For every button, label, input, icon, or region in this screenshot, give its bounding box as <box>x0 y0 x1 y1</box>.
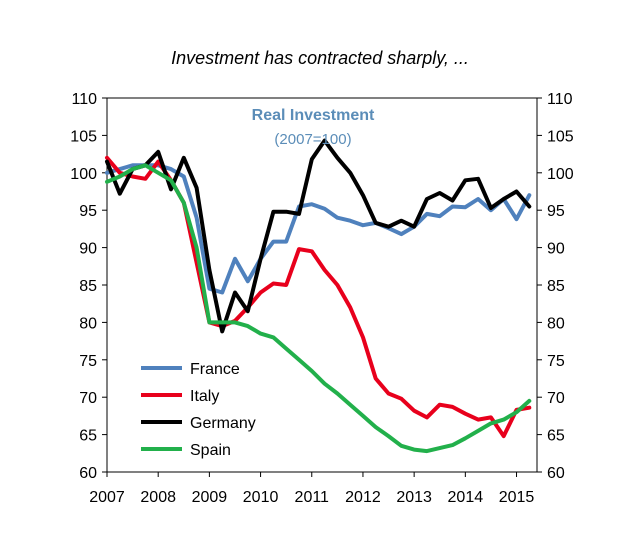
y-axis-left: 60 65 70 75 80 85 90 95 100 105 110 <box>70 91 107 482</box>
y-tick-label-right: 110 <box>547 91 573 108</box>
x-tick-label: 2015 <box>499 489 535 506</box>
x-tick-label: 2009 <box>192 489 228 506</box>
y-tick-label-left: 100 <box>70 166 97 183</box>
series-line-germany <box>105 138 532 334</box>
annotation-subtitle: (2007=100) <box>274 131 351 148</box>
y-tick-label-right: 100 <box>547 166 574 183</box>
x-tick-label: 2013 <box>396 489 432 506</box>
legend: France Italy Germany Spain <box>141 361 256 459</box>
x-tick-label: 2007 <box>89 489 125 506</box>
y-tick-label-right: 80 <box>547 315 565 332</box>
y-tick-label-left: 95 <box>79 203 97 220</box>
chart-title: Investment has contracted sharply, ... <box>171 48 469 68</box>
x-axis: 2007 2008 2009 2010 2011 2012 2013 2014 2015 <box>89 472 534 506</box>
y-tick-label-right: 60 <box>547 465 565 482</box>
legend-label-france: France <box>190 361 240 378</box>
y-tick-label-right: 75 <box>547 353 565 370</box>
x-tick-label: 2008 <box>140 489 176 506</box>
y-tick-label-right: 95 <box>547 203 565 220</box>
x-tick-label: 2010 <box>243 489 279 506</box>
y-tick-label-left: 85 <box>79 278 97 295</box>
y-tick-label-left: 65 <box>79 428 97 445</box>
y-tick-label-left: 60 <box>79 465 97 482</box>
y-tick-label-right: 90 <box>547 241 565 258</box>
series-line-spain <box>105 163 532 454</box>
y-tick-label-left: 90 <box>79 241 97 258</box>
y-axis-right: 60 65 70 75 80 85 90 95 100 105 110 <box>537 91 574 482</box>
y-tick-label-right: 105 <box>547 128 574 145</box>
x-tick-label: 2011 <box>295 489 330 506</box>
y-tick-label-right: 65 <box>547 428 565 445</box>
annotation-title: Real Investment <box>252 107 375 124</box>
legend-label-spain: Spain <box>190 442 231 459</box>
y-tick-label-right: 85 <box>547 278 565 295</box>
x-tick-label: 2012 <box>345 489 381 506</box>
legend-label-germany: Germany <box>190 415 256 432</box>
y-tick-label-left: 80 <box>79 315 97 332</box>
x-tick-label: 2014 <box>448 489 484 506</box>
y-tick-label-right: 70 <box>547 390 565 407</box>
y-tick-label-left: 105 <box>70 128 97 145</box>
series-lines <box>105 138 532 454</box>
y-tick-label-left: 70 <box>79 390 97 407</box>
y-tick-label-left: 110 <box>71 91 97 108</box>
legend-label-italy: Italy <box>190 388 219 405</box>
y-tick-label-left: 75 <box>79 353 97 370</box>
